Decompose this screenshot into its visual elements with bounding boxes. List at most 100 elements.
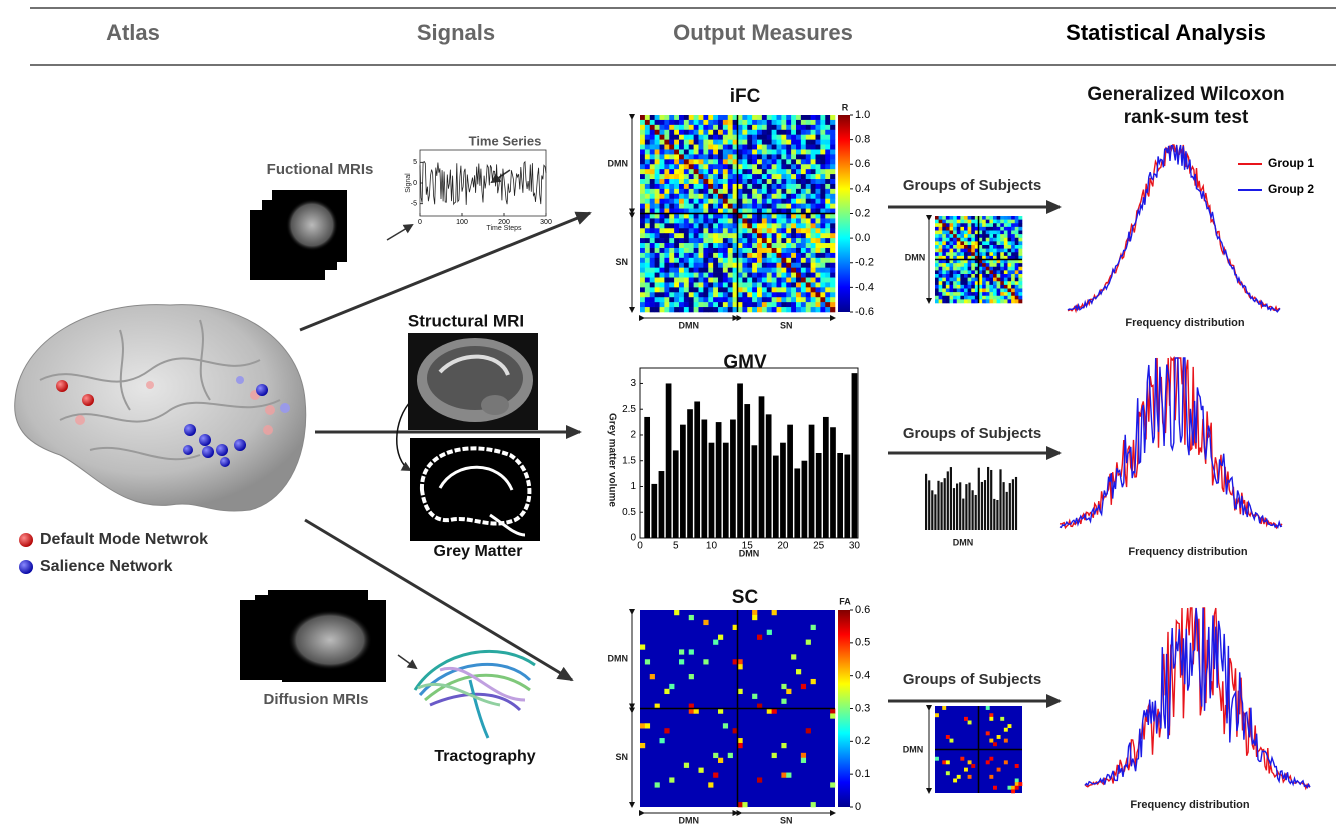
matrix-cell [791,115,796,120]
matrix-cell [993,274,997,278]
matrix-cell [742,273,747,278]
matrix-cell [708,169,713,174]
matrix-cell [699,189,704,194]
matrix-cell [640,145,645,150]
label: Structural MRI [408,311,524,330]
matrix-cell [713,130,718,135]
col-label: SN [780,815,793,825]
matrix-cell [694,194,699,199]
matrix-cell [708,258,713,263]
thumbnail-bar [937,481,939,530]
matrix-cell [684,282,689,287]
matrix-cell [960,267,964,271]
matrix-cell [689,125,694,130]
matrix-cell [684,253,689,258]
matrix-cell [806,125,811,130]
matrix-cell [650,120,655,125]
matrix-cell [935,220,939,224]
matrix-cell [645,253,650,258]
matrix-cell [669,184,674,189]
matrix-cell [786,154,791,159]
thumbnail-bar [981,482,983,530]
matrix-cell [762,184,767,189]
matrix-cell [997,252,1001,256]
bar [644,417,650,538]
axis-label: Frequency distribution [1125,317,1244,329]
matrix-cell [713,154,718,159]
matrix-cell [791,278,796,283]
matrix-cell [674,154,679,159]
matrix-cell [708,135,713,140]
matrix-cell [738,169,743,174]
matrix-cell [723,723,728,728]
matrix-cell [723,140,728,145]
matrix-cell [786,199,791,204]
matrix-cell [820,273,825,278]
matrix-cell [946,289,950,293]
matrix-cell [796,287,801,292]
matrix-cell [772,709,777,714]
matrix-cell [935,238,939,242]
matrix-cell [689,258,694,263]
matrix-cell [982,296,986,300]
matrix-cell [772,214,777,219]
matrix-cell [816,120,821,125]
matrix-cell [689,674,694,679]
matrix-cell [1015,285,1019,289]
matrix-cell [825,287,830,292]
matrix-cell [752,194,757,199]
matrix-cell [791,204,796,209]
matrix-cell [960,220,964,224]
matrix-cell [738,743,743,748]
matrix-cell [738,115,743,120]
matrix-cell [723,194,728,199]
matrix-cell [752,154,757,159]
matrix-cell [723,174,728,179]
matrix-cell [747,253,752,258]
matrix-cell [825,140,830,145]
matrix-cell [1018,292,1022,296]
matrix-cell [781,169,786,174]
thumbnail-bar [968,483,970,530]
colorbar-tick-label: 0.5 [855,637,870,649]
matrix-cell [689,199,694,204]
matrix-cell [723,169,728,174]
matrix-cell [816,154,821,159]
matrix-cell [650,194,655,199]
matrix-cell [723,243,728,248]
matrix-cell [796,282,801,287]
matrix-cell [767,630,772,635]
bar [759,396,765,538]
matrix-cell [811,292,816,297]
column-header: Output Measures [673,20,853,45]
matrix-cell [1008,252,1012,256]
matrix-cell [830,159,835,164]
x-tick-label: 300 [540,219,552,226]
matrix-cell [650,253,655,258]
matrix-cell [993,285,997,289]
matrix-cell [689,169,694,174]
matrix-cell [811,278,816,283]
label: Groups of Subjects [903,425,1041,442]
matrix-cell [660,258,665,263]
colorbar-tick-label: 0.0 [855,232,870,244]
matrix-cell [806,120,811,125]
thumbnail-bar [975,495,977,530]
matrix-cell [997,234,1001,238]
matrix-cell [757,199,762,204]
matrix-cell [762,154,767,159]
matrix-cell [777,238,782,243]
matrix-cell [781,243,786,248]
matrix-cell [738,228,743,233]
matrix-cell [664,238,669,243]
matrix-cell [650,204,655,209]
matrix-cell [713,149,718,154]
matrix-cell [801,174,806,179]
colorbar-tick-label: 0.1 [855,768,870,780]
matrix-cell [796,135,801,140]
matrix-cell [762,179,767,184]
matrix-cell [820,194,825,199]
matrix-cell [757,307,762,312]
matrix-cell [650,140,655,145]
matrix-cell [786,233,791,238]
